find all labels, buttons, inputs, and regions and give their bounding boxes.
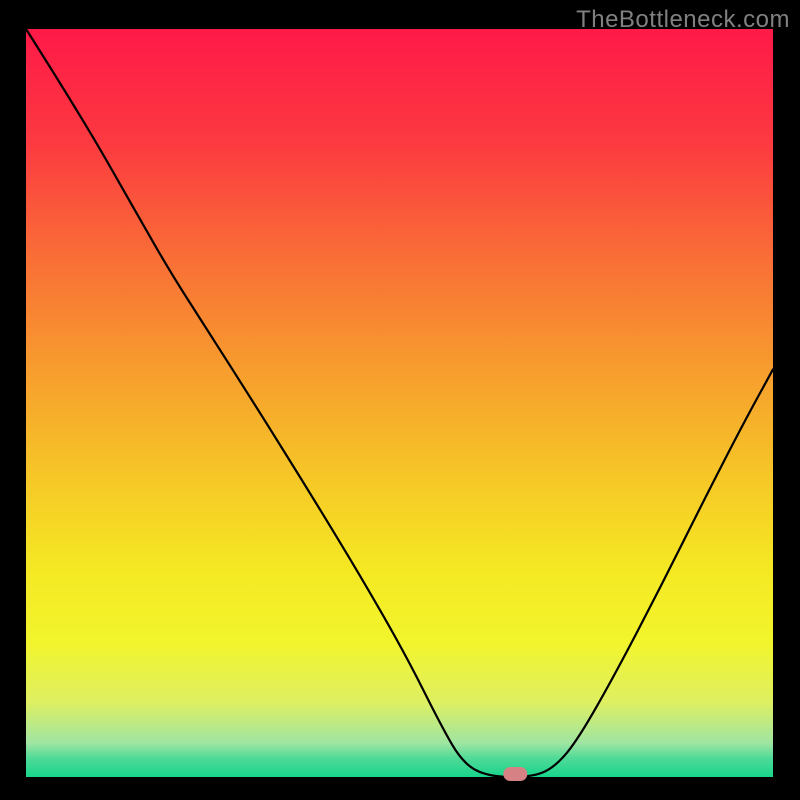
plot-background (26, 29, 773, 777)
bottleneck-chart (0, 0, 800, 800)
chart-frame: TheBottleneck.com (0, 0, 800, 800)
optimal-marker (503, 767, 527, 781)
watermark-text: TheBottleneck.com (576, 6, 790, 34)
